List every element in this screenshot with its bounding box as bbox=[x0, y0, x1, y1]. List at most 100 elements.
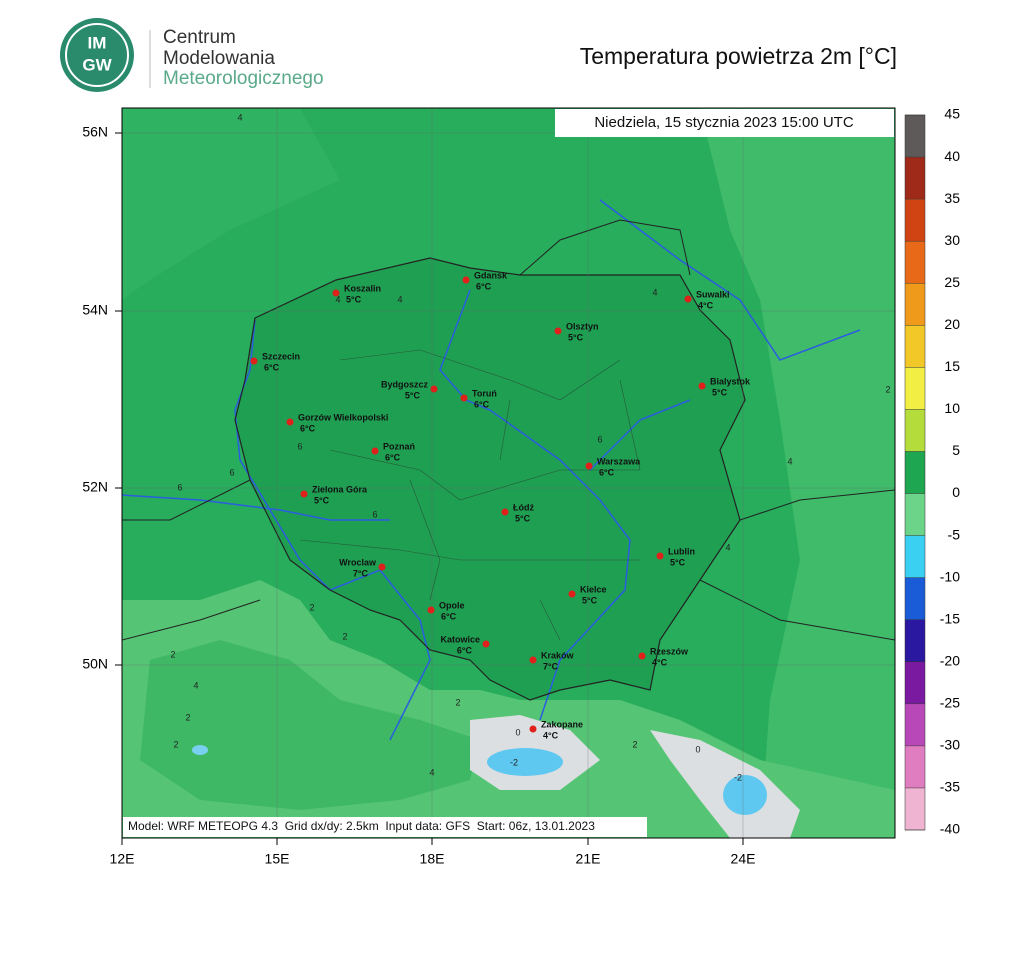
map-frame bbox=[121, 107, 896, 839]
colorbar-segment bbox=[905, 493, 925, 536]
city-name: Lublin bbox=[668, 546, 695, 556]
colorbar-label: 15 bbox=[944, 358, 960, 374]
city-marker bbox=[286, 418, 294, 426]
contour-label: 4 bbox=[787, 456, 792, 466]
contour-label: 0 bbox=[695, 744, 700, 754]
poland-fill bbox=[235, 258, 745, 700]
valid-time: Niedziela, 15 stycznia 2023 15:00 UTC bbox=[594, 114, 853, 131]
contour-label: 6 bbox=[597, 434, 602, 444]
org-line: Centrum bbox=[163, 27, 236, 48]
colorbar-label: 30 bbox=[944, 232, 960, 248]
contour-label: -2 bbox=[510, 757, 518, 767]
city-temp: 5°C bbox=[346, 294, 362, 304]
colorbar-segment bbox=[905, 661, 925, 704]
border bbox=[234, 257, 746, 701]
snow bbox=[650, 730, 800, 838]
contour-label: 6 bbox=[297, 441, 302, 451]
logo-circle bbox=[60, 18, 134, 92]
colorbar-label: 10 bbox=[944, 400, 960, 416]
colorbar-label: 5 bbox=[952, 442, 960, 458]
colorbar-label: -40 bbox=[940, 821, 960, 837]
contour-label: 2 bbox=[185, 712, 190, 722]
colorbar-segment bbox=[905, 703, 925, 746]
colorbar-segment bbox=[905, 745, 925, 788]
contour-label: 4 bbox=[397, 294, 402, 304]
y-tick-label: 52N bbox=[82, 479, 108, 495]
city-marker bbox=[568, 590, 576, 598]
colorbar-segment bbox=[905, 787, 925, 830]
colorbar-label: -25 bbox=[940, 695, 960, 711]
x-tick-label: 15E bbox=[265, 851, 290, 867]
city-name: Zielona Góra bbox=[312, 484, 368, 494]
river bbox=[234, 319, 331, 591]
colorbar-segment bbox=[905, 325, 925, 368]
cold-patch bbox=[487, 748, 563, 776]
city-marker bbox=[430, 385, 438, 393]
city-name: Bydgoszcz bbox=[381, 379, 429, 389]
city-name: Katowice bbox=[440, 634, 480, 644]
contour-label: 4 bbox=[725, 542, 730, 552]
city-temp: 6°C bbox=[441, 611, 457, 621]
colorbar-label: -10 bbox=[940, 568, 960, 584]
city-name: Warszawa bbox=[597, 456, 641, 466]
city-marker bbox=[460, 394, 468, 402]
city-marker bbox=[554, 327, 562, 335]
logo-text: GW bbox=[82, 55, 112, 74]
city-marker bbox=[482, 640, 490, 648]
colorbar-segment bbox=[905, 157, 925, 200]
city-name: Zakopane bbox=[541, 719, 583, 729]
colorbar-segment bbox=[905, 367, 925, 410]
river bbox=[599, 199, 861, 361]
contour-label: 2 bbox=[173, 739, 178, 749]
y-tick-label: 56N bbox=[82, 124, 108, 140]
city-temp: 4°C bbox=[543, 730, 559, 740]
city-temp: 6°C bbox=[264, 362, 280, 372]
border bbox=[519, 219, 691, 276]
x-tick-label: 21E bbox=[576, 851, 601, 867]
city-temp: 4°C bbox=[698, 300, 714, 310]
city-marker bbox=[529, 725, 537, 733]
city-temp: 4°C bbox=[652, 657, 668, 667]
contour-label: 4 bbox=[652, 287, 657, 297]
city-name: Gorzów Wielkopolski bbox=[298, 412, 388, 422]
org-line: Meteorologicznego bbox=[163, 68, 324, 89]
city-temp: 5°C bbox=[405, 390, 421, 400]
city-name: Wroclaw bbox=[339, 557, 377, 567]
contour-label: 2 bbox=[170, 649, 175, 659]
colorbar-label: 35 bbox=[944, 190, 960, 206]
city-name: Poznań bbox=[383, 441, 415, 451]
city-temp: 5°C bbox=[314, 495, 330, 505]
city-temp: 5°C bbox=[515, 513, 531, 523]
city-marker bbox=[656, 552, 664, 560]
city-name: Kraków bbox=[541, 650, 575, 660]
city-temp: 7°C bbox=[353, 568, 369, 578]
city-temp: 5°C bbox=[568, 332, 584, 342]
colorbar-segment bbox=[905, 115, 925, 158]
city-temp: 7°C bbox=[543, 661, 559, 671]
contour-label: 6 bbox=[372, 509, 377, 519]
river bbox=[439, 289, 631, 721]
colorbar-label: 40 bbox=[944, 148, 960, 164]
city-temp: 6°C bbox=[476, 281, 492, 291]
city-temp: 5°C bbox=[582, 595, 598, 605]
city-marker bbox=[371, 447, 379, 455]
city-marker bbox=[378, 563, 386, 571]
org-line: Modelowania bbox=[163, 48, 275, 69]
city-name: Rzeszów bbox=[650, 646, 689, 656]
field-sea bbox=[122, 108, 340, 300]
colorbar-label: -30 bbox=[940, 737, 960, 753]
city-marker bbox=[585, 462, 593, 470]
city-name: Opole bbox=[439, 600, 465, 610]
city-marker bbox=[250, 357, 258, 365]
colorbar-segment bbox=[905, 451, 925, 494]
footer-box bbox=[123, 817, 647, 837]
city-name: Bialystok bbox=[710, 376, 751, 386]
cold-patch bbox=[723, 775, 767, 815]
logo-ring bbox=[65, 23, 129, 87]
city-marker bbox=[332, 289, 340, 297]
contour-label: 4 bbox=[193, 680, 198, 690]
colorbar-label: -35 bbox=[940, 779, 960, 795]
city-name: Szczecin bbox=[262, 351, 300, 361]
city-name: Toruń bbox=[472, 388, 497, 398]
city-name: Łódź bbox=[513, 502, 534, 512]
